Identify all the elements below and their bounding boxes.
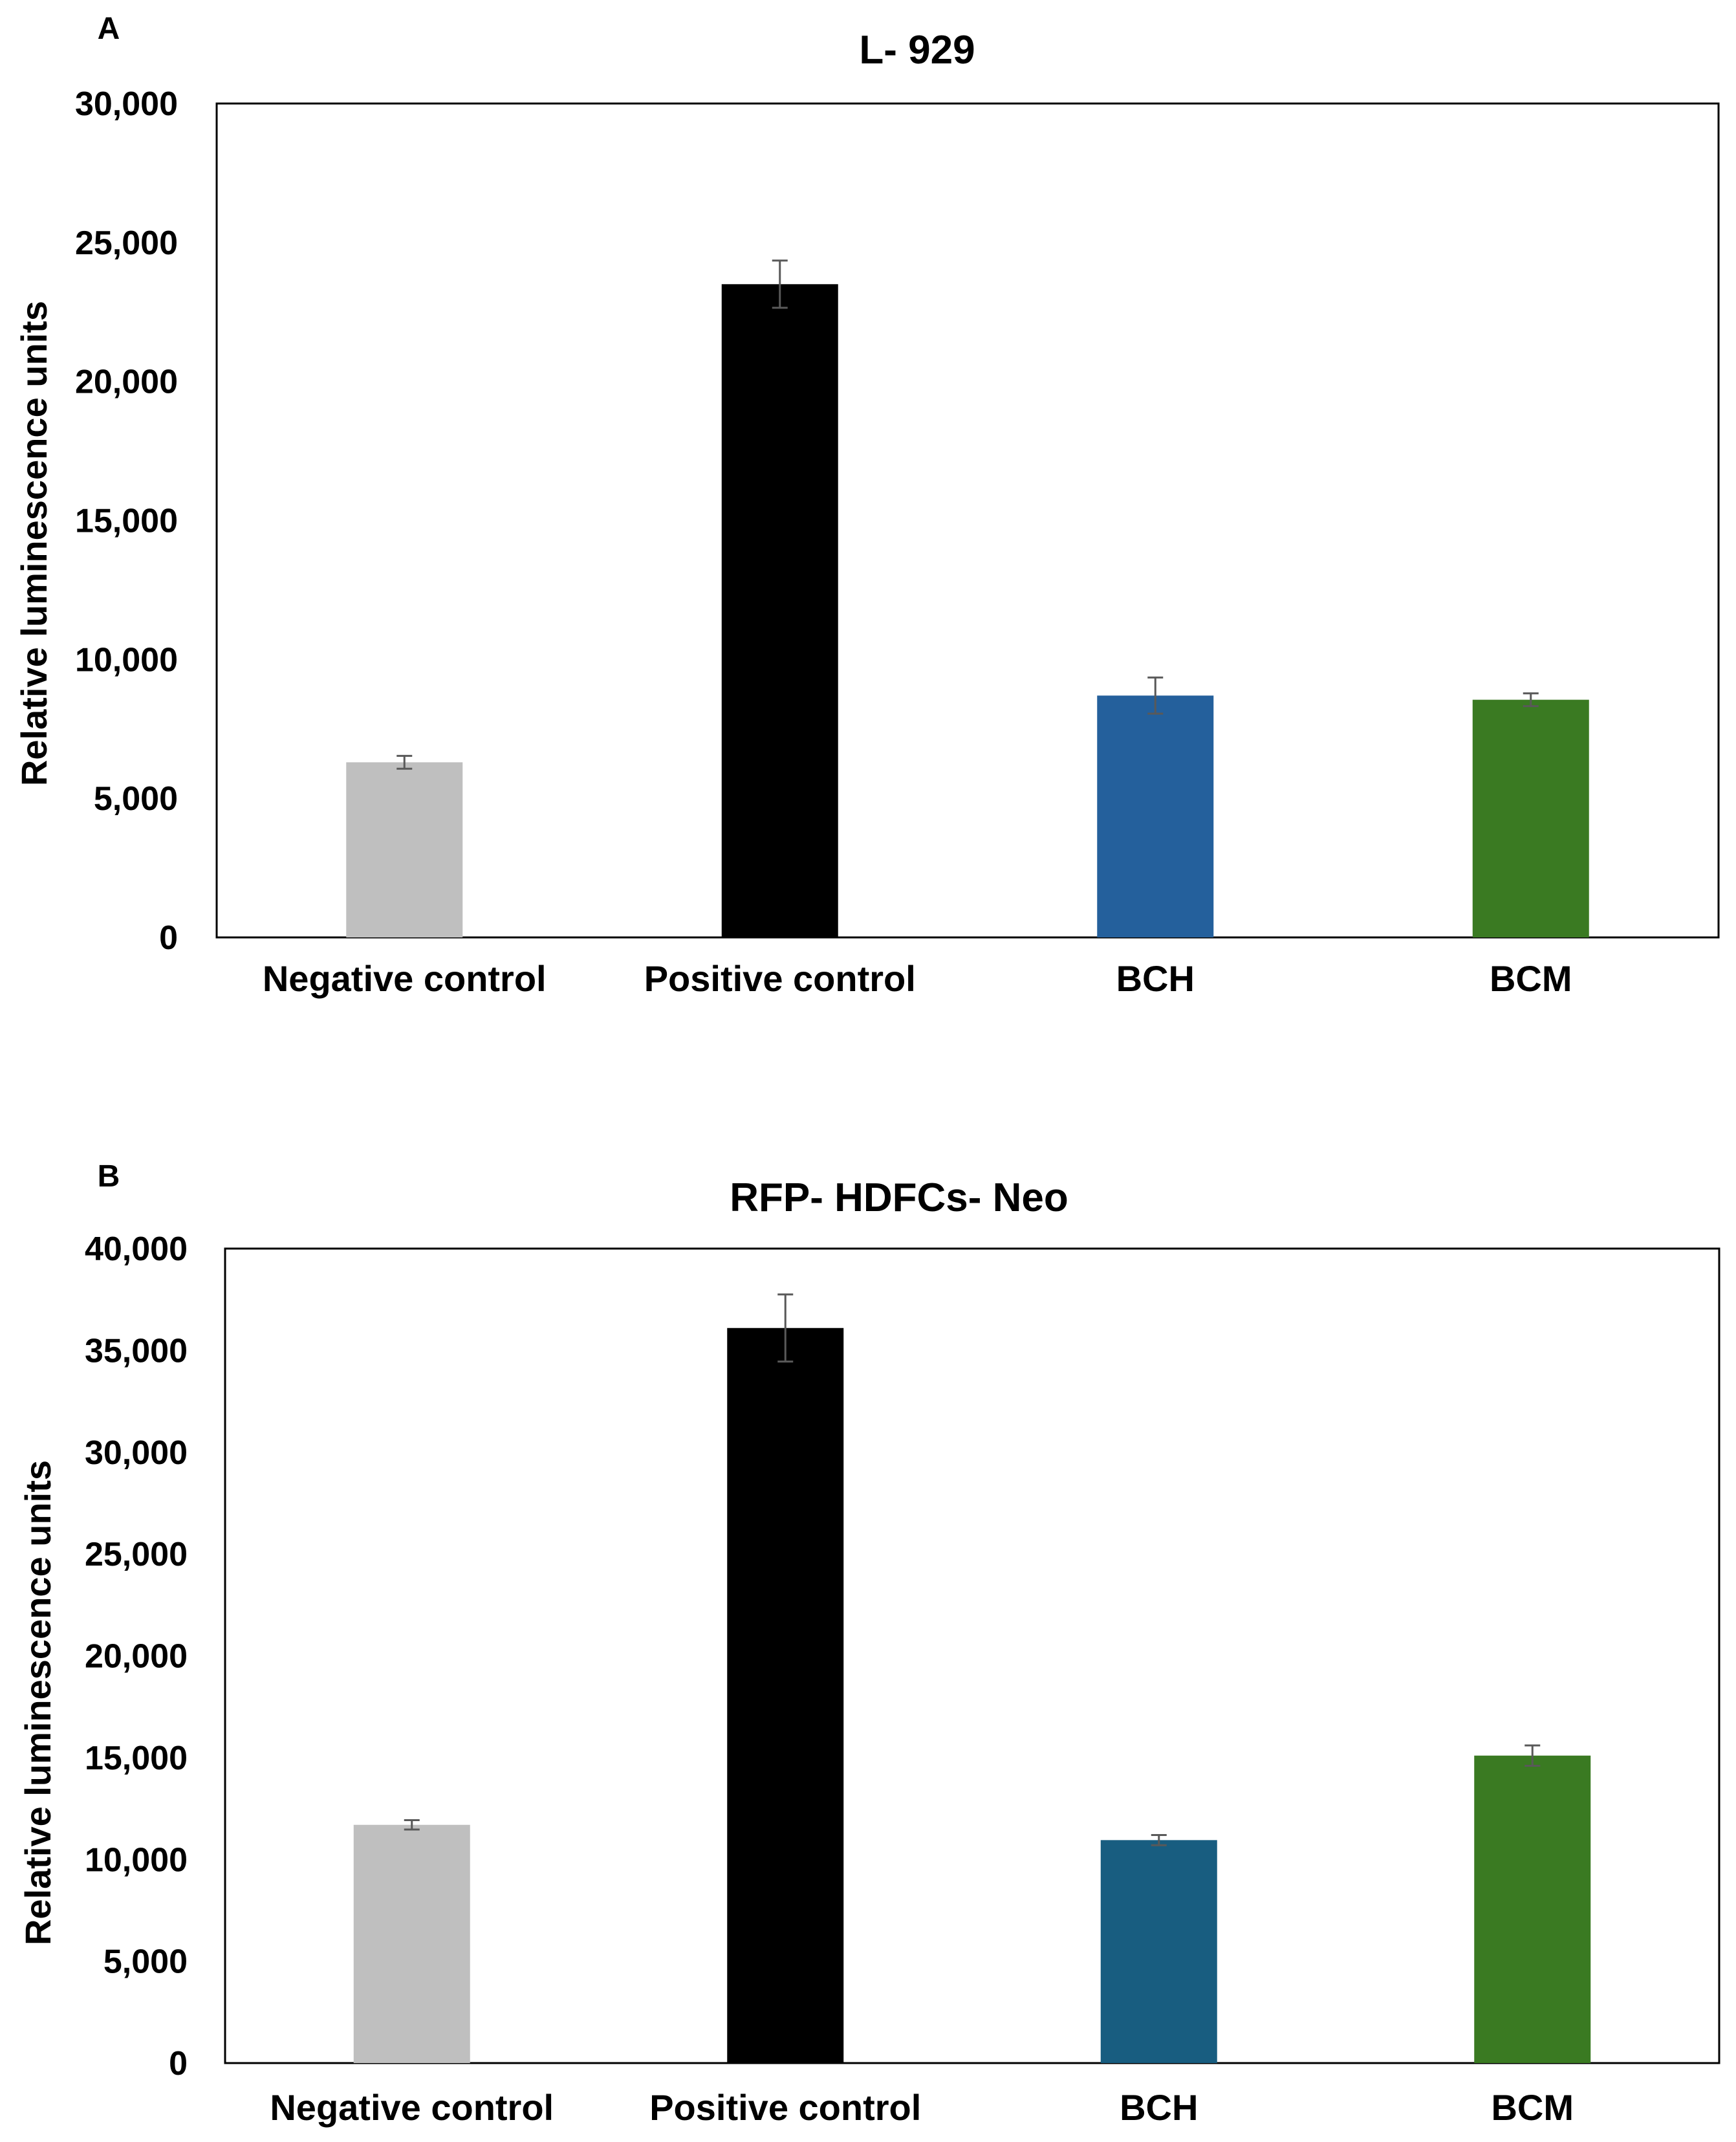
bar: [346, 762, 463, 937]
bar: [727, 1328, 844, 2063]
plot-frame: [215, 102, 1720, 939]
y-tick-label: 10,000: [85, 1841, 188, 1879]
category-label: Positive control: [649, 2087, 921, 2128]
y-tick-label: 30,000: [75, 85, 178, 123]
bar: [1100, 1840, 1217, 2063]
y-tick-label: 15,000: [75, 503, 178, 540]
y-tick-label: 40,000: [85, 1230, 188, 1268]
bar: [1097, 695, 1214, 937]
y-axis-label: Relative luminescence units: [17, 1460, 58, 1945]
chart-panel-b: B RFP- HDFCs- Neo Relative luminescence un…: [17, 1159, 1720, 2128]
error-bar: [1524, 1744, 1541, 1767]
chart-title: L- 929: [859, 28, 975, 72]
panel-label-b: B: [98, 1159, 120, 1194]
y-tick-label: 5,000: [103, 1943, 188, 1981]
error-bar: [1147, 676, 1164, 715]
error-bar: [777, 1293, 794, 1363]
plot-frame: [224, 1247, 1720, 2064]
y-tick-label: 25,000: [75, 224, 178, 262]
y-tick-label: 10,000: [75, 641, 178, 679]
bar: [353, 1824, 470, 2063]
chart-panel-a: A L- 929 Relative luminescence units 0 5,000…: [14, 12, 1720, 999]
category-label: BCM: [1490, 958, 1572, 999]
category-label: Negative control: [263, 958, 547, 999]
category-label: BCH: [1120, 2087, 1198, 2128]
y-tick-label: 25,000: [85, 1536, 188, 1573]
error-bar: [1151, 1833, 1167, 1846]
y-tick-label: 0: [159, 919, 178, 957]
y-tick-label: 15,000: [85, 1740, 188, 1777]
y-tick-label: 20,000: [85, 1638, 188, 1676]
category-label: Positive control: [644, 958, 916, 999]
bar: [721, 284, 838, 937]
error-bar: [772, 259, 788, 309]
bar: [1472, 699, 1589, 937]
bar: [1474, 1755, 1591, 2063]
y-tick-label: 35,000: [85, 1332, 188, 1370]
category-label: BCM: [1491, 2087, 1574, 2128]
category-label: BCH: [1116, 958, 1195, 999]
panel-label-a: A: [98, 12, 120, 46]
error-bar: [396, 754, 413, 770]
y-tick-label: 30,000: [85, 1434, 188, 1472]
y-tick-label: 20,000: [75, 364, 178, 401]
y-tick-label: 0: [169, 2045, 188, 2082]
category-label: Negative control: [270, 2087, 554, 2128]
chart-title: RFP- HDFCs- Neo: [730, 1175, 1069, 1220]
y-axis-label: Relative luminescence units: [14, 301, 54, 786]
y-tick-label: 5,000: [94, 780, 178, 818]
error-bar: [1523, 692, 1539, 708]
error-bar: [404, 1819, 420, 1831]
